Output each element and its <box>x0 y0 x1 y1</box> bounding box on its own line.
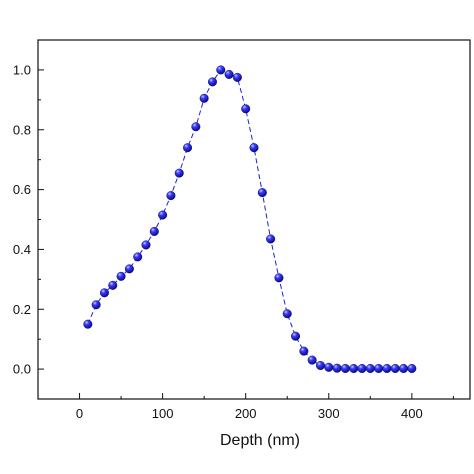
data-point <box>158 210 168 220</box>
data-points <box>83 65 417 373</box>
data-point <box>407 363 417 373</box>
x-tick-label: 100 <box>152 406 174 421</box>
data-point <box>141 240 151 250</box>
x-tick-label: 200 <box>235 406 257 421</box>
data-point <box>183 143 193 153</box>
y-axis-ticks: 0.0 0.2 0.4 0.6 0.8 1.0 <box>13 62 44 377</box>
data-point <box>249 143 259 153</box>
data-point <box>224 69 234 79</box>
data-point <box>399 363 409 373</box>
data-point <box>257 188 267 198</box>
data-point <box>340 363 350 373</box>
data-point <box>365 363 375 373</box>
data-point <box>174 168 184 178</box>
data-point <box>291 331 301 341</box>
x-axis-title: Depth (nm) <box>220 432 300 449</box>
x-tick-label: 300 <box>318 406 340 421</box>
data-point <box>374 363 384 373</box>
data-point <box>91 300 101 310</box>
data-point <box>207 77 217 87</box>
data-point <box>108 280 118 290</box>
data-point <box>324 362 334 372</box>
data-point <box>382 363 392 373</box>
x-tick-label: 0 <box>76 406 83 421</box>
data-point <box>232 72 242 82</box>
data-point <box>315 360 325 370</box>
data-point <box>299 346 309 356</box>
y-tick-label: 0.8 <box>13 122 31 137</box>
x-tick-label: 400 <box>401 406 423 421</box>
data-point <box>307 355 317 365</box>
y-tick-label: 1.0 <box>13 62 31 77</box>
data-point <box>357 363 367 373</box>
data-point <box>266 234 276 244</box>
data-point <box>349 363 359 373</box>
series-dashed-line <box>87 69 412 369</box>
data-point <box>199 93 209 103</box>
data-point <box>282 309 292 319</box>
data-point <box>332 363 342 373</box>
data-point <box>116 271 126 281</box>
data-point <box>191 122 201 132</box>
y-tick-label: 0.6 <box>13 182 31 197</box>
data-point <box>99 288 109 298</box>
plot-frame <box>37 39 471 400</box>
data-point <box>83 319 93 329</box>
data-point <box>390 363 400 373</box>
data-point <box>166 191 176 201</box>
y-tick-label: 0.2 <box>13 302 31 317</box>
data-point <box>124 264 134 274</box>
x-axis-ticks: 0 100 200 300 400 <box>76 393 454 421</box>
data-point <box>149 226 159 236</box>
y-tick-label: 0.0 <box>13 362 31 377</box>
data-point <box>133 252 143 262</box>
y-tick-label: 0.4 <box>13 242 31 257</box>
data-point <box>216 65 226 75</box>
data-point <box>241 104 251 114</box>
data-point <box>274 273 284 283</box>
